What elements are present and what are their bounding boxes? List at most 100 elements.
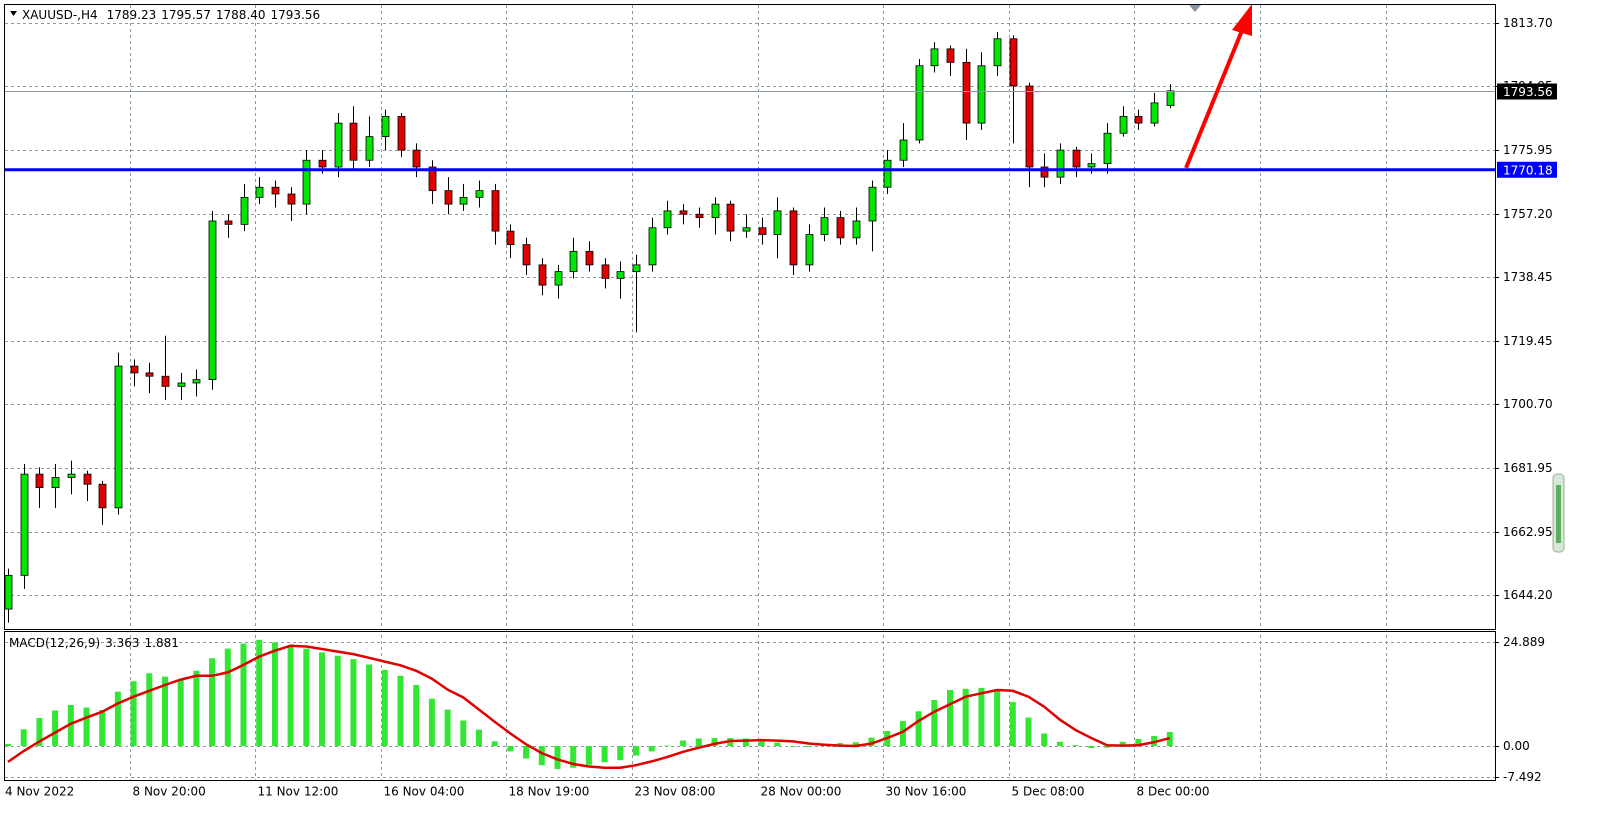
- candle-body: [67, 473, 76, 478]
- macd-bar: [366, 664, 373, 746]
- macd-bar: [1072, 745, 1079, 746]
- candle-body: [428, 166, 437, 192]
- macd-bar: [852, 742, 859, 746]
- macd-bar: [585, 745, 592, 765]
- open-label: 1789.23: [107, 8, 157, 22]
- drawn-arrow[interactable]: [1184, 4, 1252, 169]
- candle-body: [35, 473, 44, 489]
- macd-bar: [1056, 741, 1063, 746]
- candle-body: [820, 217, 829, 235]
- candle-body: [208, 220, 217, 381]
- macd-bar: [491, 741, 498, 746]
- candle-body: [962, 61, 971, 124]
- x-tick-label: 4 Nov 2022: [5, 785, 74, 799]
- candle-body: [1150, 102, 1159, 124]
- candle-body: [145, 372, 154, 377]
- macd-bar: [617, 745, 624, 761]
- y-tick-label: 0.00: [1503, 739, 1530, 753]
- menu-triangle[interactable]: [10, 11, 17, 16]
- candle-body: [114, 365, 123, 509]
- macd-bar: [256, 639, 263, 746]
- candle-body: [1025, 85, 1034, 168]
- candle-body: [51, 477, 60, 489]
- macd-bar: [319, 652, 325, 746]
- candle-body: [302, 159, 311, 205]
- candle-body: [930, 48, 939, 67]
- candle-body: [883, 159, 892, 188]
- macd-bar: [177, 679, 184, 746]
- indicator-name: MACD(12,26,9): [9, 636, 100, 650]
- candle-body: [868, 186, 877, 222]
- candle-body: [1040, 166, 1049, 178]
- candle-body: [334, 122, 343, 168]
- macd-bar: [130, 681, 137, 746]
- candle-body: [773, 210, 782, 235]
- candle-body: [224, 220, 233, 225]
- macd-bar: [1104, 745, 1110, 748]
- macd-bar: [444, 709, 451, 746]
- macd-bar: [162, 676, 168, 746]
- candle-body: [20, 473, 29, 576]
- macd-bar: [209, 658, 216, 746]
- candle-body: [240, 196, 249, 225]
- macd-bar: [774, 742, 781, 746]
- candle-body: [946, 48, 955, 63]
- signal-value: 1.881: [145, 636, 179, 650]
- candle-body: [663, 210, 672, 229]
- macd-bar: [350, 659, 357, 746]
- candle-body: [271, 186, 280, 195]
- macd-bar: [20, 729, 27, 746]
- macd-bar: [758, 740, 765, 746]
- grid-layer: 1644.20 1662.95 1681.95 1700.70 1719.45 1738.…: [5, 5, 1553, 799]
- candle-body: [177, 382, 186, 387]
- level-price-box: [1497, 161, 1557, 178]
- macd-bar: [711, 738, 718, 746]
- candle-body: [1119, 115, 1128, 134]
- arrow-shaft: [1184, 27, 1245, 169]
- macd-bar: [36, 717, 43, 746]
- candle-body: [192, 379, 201, 384]
- y-tick-label: 24.889: [1503, 635, 1545, 649]
- macd-bar: [1135, 738, 1142, 746]
- macd-bar: [695, 738, 702, 746]
- candle-body: [1166, 90, 1175, 106]
- macd-panel-frame: [4, 631, 1496, 781]
- macd-bar: [538, 745, 545, 766]
- macd-bar: [868, 737, 875, 746]
- macd-bar: [397, 675, 404, 746]
- candle-body: [130, 365, 139, 374]
- candle-body: [397, 115, 406, 151]
- candle-body: [1072, 149, 1081, 168]
- y-tick-label: 1738.45: [1503, 270, 1553, 284]
- y-tick-label: 1775.95: [1503, 143, 1553, 157]
- bid-price-box: [1497, 83, 1557, 100]
- candle-body: [852, 220, 861, 239]
- shift-marker[interactable]: [1189, 5, 1201, 12]
- candle-body: [538, 264, 547, 286]
- macd-bar: [790, 745, 796, 747]
- scroll-handle[interactable]: [1552, 473, 1565, 553]
- candle-body: [899, 139, 908, 161]
- macd-bar: [303, 648, 310, 746]
- macd-value: 3.363: [105, 636, 139, 650]
- x-tick-label: 8 Nov 20:00: [133, 785, 206, 799]
- macd-bar: [99, 710, 106, 746]
- candle-body: [993, 38, 1002, 67]
- candle-body: [1087, 163, 1096, 168]
- y-tick-label: 1813.70: [1503, 16, 1553, 30]
- macd-bar: [554, 745, 561, 769]
- y-tick-label: 1757.20: [1503, 207, 1553, 221]
- macd-bar: [680, 740, 687, 746]
- macd-bar: [1119, 741, 1126, 746]
- x-tick-label: 8 Dec 00:00: [1137, 785, 1210, 799]
- candle-body: [742, 227, 751, 232]
- candle-body: [648, 227, 657, 266]
- macd-bar: [52, 710, 59, 746]
- candle-body: [616, 271, 625, 279]
- chart-header: XAUUSD-,H4 1789.23 1795.57 1788.40 1793.56: [22, 8, 320, 22]
- x-tick-label: 16 Nov 04:00: [384, 785, 465, 799]
- macd-bar: [193, 670, 200, 746]
- macd-bar: [67, 705, 74, 746]
- high-label: 1795.57: [161, 8, 211, 22]
